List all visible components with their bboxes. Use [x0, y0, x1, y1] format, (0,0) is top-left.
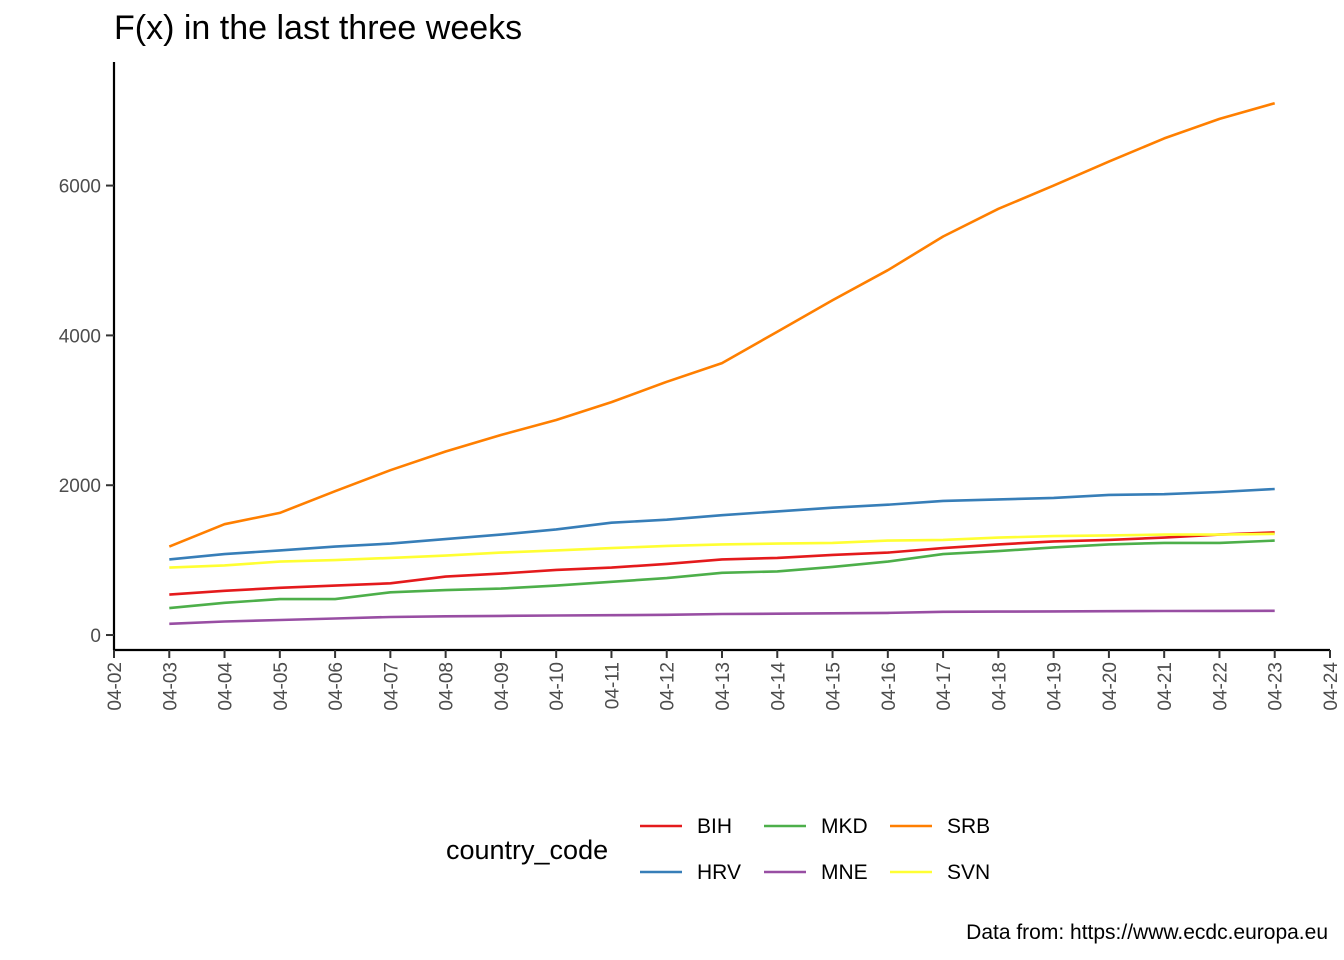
x-tick-label: 04-09 [492, 662, 513, 711]
x-tick-label: 04-22 [1210, 662, 1231, 711]
chart-caption: Data from: https://www.ecdc.europa.eu [966, 921, 1328, 944]
x-tick-label: 04-19 [1045, 662, 1066, 711]
x-tick-label: 04-23 [1266, 662, 1287, 711]
y-tick-label: 6000 [59, 177, 101, 198]
x-tick-label: 04-14 [768, 662, 789, 711]
series-line-svn [169, 532, 1275, 569]
series-line-bih [169, 531, 1275, 596]
series-line-mne [169, 609, 1275, 626]
legend-label: SRB [947, 815, 990, 838]
series-line-srb [168, 101, 1276, 548]
x-tick-label: 04-05 [271, 662, 292, 711]
x-tick-label: 04-10 [547, 662, 568, 711]
legend-label: HRV [697, 861, 741, 884]
series-lines [168, 101, 1276, 626]
legend-label: MNE [821, 861, 868, 884]
y-axis: 0 2000 4000 6000 [59, 62, 116, 650]
x-tick-label: 04-17 [934, 662, 955, 711]
x-tick-label: 04-08 [437, 662, 458, 711]
legend: country_code BIH HRV MKD MNE SRB SVN [446, 815, 990, 884]
x-tick-label: 04-11 [602, 662, 623, 709]
x-tick-label: 04-18 [989, 662, 1010, 711]
x-tick-label: 04-03 [160, 662, 181, 711]
y-tick-label: 2000 [59, 476, 101, 497]
legend-label: MKD [821, 815, 868, 838]
chart-title: F(x) in the last three weeks [114, 9, 523, 47]
x-axis: 04-02 04-03 04-04 04-05 04-06 04-07 04-08 04-09… [105, 648, 1342, 711]
x-tick-label: 04-13 [713, 662, 734, 711]
x-tick-label: 04-16 [879, 662, 900, 711]
legend-label: BIH [697, 815, 732, 838]
x-tick-label: 04-24 [1321, 662, 1342, 711]
x-tick-label: 04-07 [381, 662, 402, 711]
series-line-mkd [169, 539, 1275, 610]
x-tick-label: 04-04 [216, 662, 237, 711]
y-tick-label: 4000 [59, 326, 101, 347]
legend-title: country_code [446, 835, 608, 865]
series-line-hrv [169, 487, 1275, 561]
x-tick-label: 04-12 [658, 662, 679, 711]
x-tick-label: 04-20 [1100, 662, 1121, 711]
x-tick-label: 04-15 [824, 662, 845, 711]
x-tick-label: 04-21 [1155, 662, 1176, 711]
x-tick-label: 04-06 [326, 662, 347, 711]
x-tick-label: 04-02 [105, 662, 126, 711]
legend-label: SVN [947, 861, 990, 884]
y-tick-label: 0 [90, 626, 101, 647]
